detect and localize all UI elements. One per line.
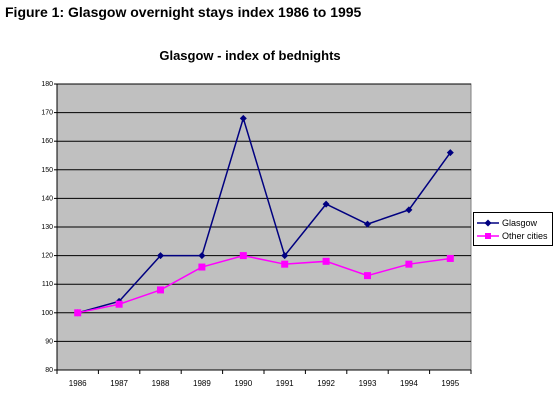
- figure-heading: Figure 1: Glasgow overnight stays index …: [5, 4, 362, 20]
- data-point-glasgow: [446, 149, 454, 157]
- data-point-glasgow: [364, 220, 371, 228]
- data-point-other-cities: [74, 309, 82, 317]
- y-tick-label: 140: [41, 195, 53, 202]
- data-point-glasgow: [198, 252, 206, 260]
- x-tick-label: 1994: [400, 379, 418, 388]
- data-point-glasgow: [322, 200, 330, 208]
- chart-title: Glasgow - index of bednights: [159, 48, 341, 63]
- series-line-other-cities: [77, 254, 451, 314]
- data-point-other-cities: [322, 257, 330, 265]
- data-point-other-cities: [157, 286, 164, 294]
- y-tick-label: 170: [41, 110, 53, 117]
- data-point-other-cities: [364, 272, 371, 280]
- legend-square-marker-icon: [477, 233, 499, 239]
- legend-item-glasgow: Glasgow: [477, 217, 537, 229]
- y-tick-label: 80: [45, 367, 53, 374]
- y-tick-label: 120: [41, 253, 53, 260]
- y-tick-label: 100: [41, 310, 53, 317]
- x-tick-label: 1986: [69, 379, 87, 388]
- x-tick-label: 1993: [359, 379, 377, 388]
- y-tick-label: 150: [41, 167, 53, 174]
- data-point-other-cities: [198, 263, 206, 271]
- y-tick-label: 110: [42, 281, 53, 288]
- legend-diamond-marker-icon: [477, 219, 499, 227]
- y-tick-label: 90: [45, 338, 53, 345]
- chart-legend: Glasgow Other cities: [473, 212, 553, 246]
- y-tick-label: 130: [41, 224, 53, 231]
- y-tick-label: 180: [41, 81, 53, 88]
- data-point-glasgow: [157, 252, 164, 260]
- data-point-other-cities: [446, 254, 454, 262]
- x-tick-label: 1987: [110, 379, 128, 388]
- x-tick-label: 1989: [193, 379, 211, 388]
- data-point-other-cities: [405, 260, 413, 268]
- x-tick-label: 1992: [317, 379, 335, 388]
- legend-item-other-cities: Other cities: [477, 230, 548, 242]
- data-point-glasgow: [281, 252, 289, 260]
- data-point-glasgow: [239, 114, 247, 122]
- data-point-other-cities: [281, 260, 289, 268]
- x-tick-label: 1991: [276, 379, 294, 388]
- x-tick-label: 1988: [152, 379, 170, 388]
- legend-label-other-cities: Other cities: [502, 231, 548, 241]
- y-tick-label: 160: [41, 138, 53, 145]
- data-point-other-cities: [115, 300, 123, 308]
- data-point-glasgow: [405, 206, 413, 214]
- legend-label-glasgow: Glasgow: [502, 218, 538, 228]
- x-tick-label: 1995: [441, 379, 459, 388]
- x-tick-label: 1990: [234, 379, 252, 388]
- data-point-other-cities: [239, 252, 247, 260]
- series-line-glasgow: [77, 115, 451, 314]
